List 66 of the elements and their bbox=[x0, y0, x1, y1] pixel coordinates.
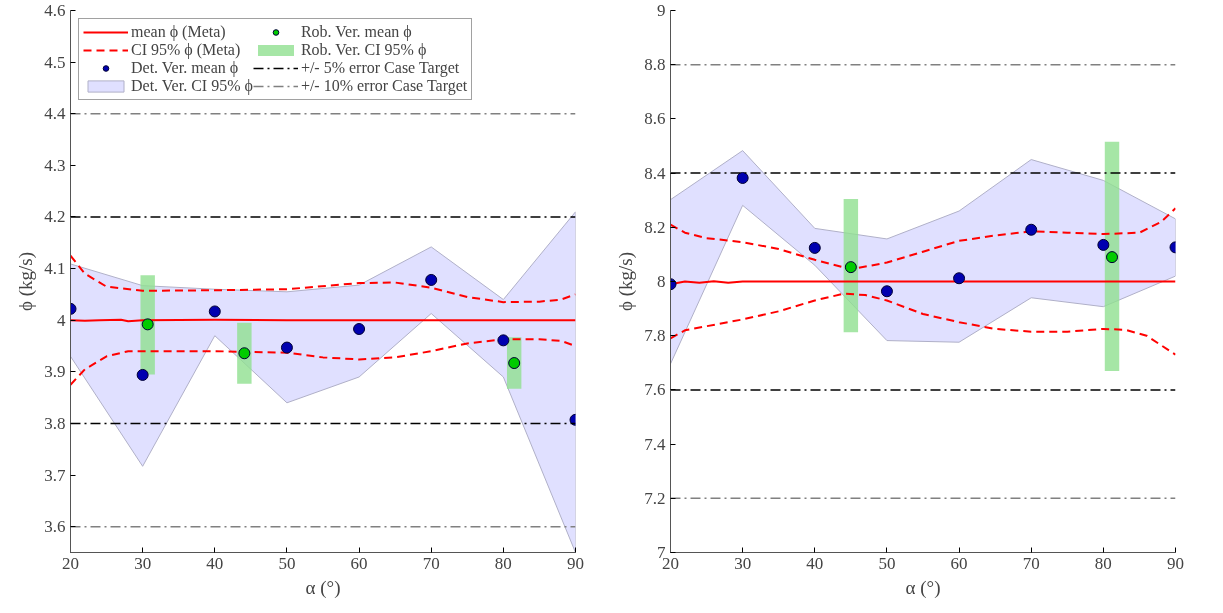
point bbox=[497, 334, 510, 347]
y-tick-label: 8.2 bbox=[644, 217, 666, 237]
x-tick-label: 20 bbox=[662, 553, 679, 573]
point bbox=[808, 241, 821, 254]
x-tick-label: 50 bbox=[278, 553, 296, 573]
y-tick-label: 8.6 bbox=[644, 109, 666, 129]
y-tick-label: 3.9 bbox=[44, 362, 66, 382]
point bbox=[844, 261, 857, 274]
y-tick-label: 4.3 bbox=[44, 155, 66, 175]
y-tick-label: 3.6 bbox=[44, 517, 66, 537]
x-tick-label: 60 bbox=[350, 553, 368, 573]
y-tick-label: 4.6 bbox=[44, 1, 66, 20]
legend-label: Rob. Ver. CI 95% ϕ bbox=[300, 41, 427, 59]
x-tick-label: 90 bbox=[567, 553, 584, 573]
point bbox=[141, 318, 154, 331]
y-tick-label: 3.7 bbox=[44, 465, 66, 485]
y-tick-label: 4.2 bbox=[44, 207, 66, 227]
line-series bbox=[670, 292, 1176, 356]
y-axis-title: ϕ (kg/s) bbox=[15, 251, 38, 312]
y-tick-label: 4.5 bbox=[44, 52, 66, 72]
y-tick-label: 8 bbox=[657, 272, 666, 291]
point bbox=[953, 272, 966, 285]
point bbox=[136, 368, 149, 381]
legend-label: Det. Ver. mean ϕ bbox=[131, 59, 239, 77]
y-tick-label: 3.8 bbox=[44, 413, 66, 433]
y-tick-label: 7.8 bbox=[644, 326, 666, 346]
y-tick-label: 8.8 bbox=[644, 55, 666, 75]
x-tick-label: 90 bbox=[1167, 553, 1184, 573]
y-tick-label: 4 bbox=[57, 310, 66, 330]
point bbox=[353, 323, 366, 335]
x-tick-label: 80 bbox=[494, 553, 512, 573]
y-tick-label: 7.6 bbox=[644, 380, 666, 400]
y-tick-label: 7.4 bbox=[644, 434, 666, 454]
legend-label: Det. Ver. CI 95% ϕ bbox=[131, 77, 253, 95]
legend-label: Rob. Ver. mean ϕ bbox=[300, 23, 412, 41]
legend-label: +/- 10% error Case Target bbox=[300, 77, 468, 95]
x-axis-title: α (°) bbox=[905, 576, 941, 599]
legend-label: +/- 5% error Case Target bbox=[300, 59, 460, 77]
point bbox=[280, 341, 293, 354]
point bbox=[1097, 238, 1110, 251]
x-tick-label: 30 bbox=[134, 553, 152, 573]
x-tick-label: 40 bbox=[806, 553, 824, 573]
x-tick-label: 30 bbox=[734, 553, 752, 573]
x-tick-label: 40 bbox=[206, 553, 224, 573]
point bbox=[238, 347, 251, 360]
legend-label: mean ϕ (Meta) bbox=[131, 23, 226, 41]
x-tick-label: 60 bbox=[950, 553, 968, 573]
point bbox=[736, 171, 749, 184]
point bbox=[208, 305, 221, 318]
x-tick-label: 50 bbox=[878, 553, 896, 573]
y-tick-label: 7.2 bbox=[644, 488, 666, 508]
x-tick-label: 70 bbox=[1022, 553, 1040, 573]
y-tick-label: 8.4 bbox=[644, 163, 666, 183]
x-tick-label: 80 bbox=[1094, 553, 1112, 573]
point bbox=[425, 273, 438, 286]
y-tick-label: 4.4 bbox=[44, 104, 66, 124]
point bbox=[880, 285, 893, 298]
x-tick-label: 70 bbox=[422, 553, 440, 573]
y-tick-label: 4.1 bbox=[44, 259, 66, 279]
point bbox=[1106, 251, 1119, 264]
y-tick-label: 9 bbox=[657, 1, 666, 20]
point bbox=[1025, 223, 1038, 236]
y-axis-title: ϕ (kg/s) bbox=[615, 251, 638, 312]
x-axis-title: α (°) bbox=[305, 576, 341, 599]
legend-label: CI 95% ϕ (Meta) bbox=[131, 41, 241, 59]
x-tick-label: 20 bbox=[62, 553, 79, 573]
